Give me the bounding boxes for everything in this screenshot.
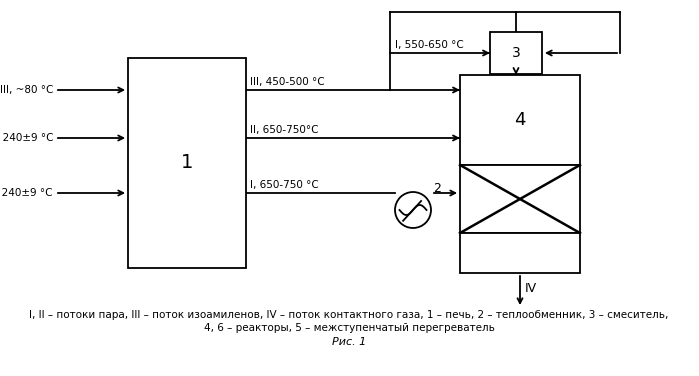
- Text: II, 650-750°C: II, 650-750°C: [250, 125, 319, 135]
- Text: IV: IV: [525, 282, 537, 294]
- Text: 2: 2: [433, 182, 441, 194]
- Text: II, 240±9 °C: II, 240±9 °C: [0, 133, 53, 143]
- Bar: [460, 233, 580, 273]
- Text: I, 240±9 °C: I, 240±9 °C: [0, 188, 53, 198]
- Text: 4, 6 – реакторы, 5 – межступенчатый перегреватель: 4, 6 – реакторы, 5 – межступенчатый пере…: [203, 323, 494, 333]
- Bar: [128, 58, 246, 268]
- Text: 4: 4: [514, 111, 526, 129]
- Text: III, ~80 °C: III, ~80 °C: [0, 85, 53, 95]
- Text: 1: 1: [181, 153, 193, 173]
- Text: III, 450-500 °C: III, 450-500 °C: [250, 77, 324, 87]
- Text: I, II – потоки пара, III – поток изоамиленов, IV – поток контактного газа, 1 – п: I, II – потоки пара, III – поток изоамил…: [29, 310, 669, 320]
- Bar: [460, 75, 580, 165]
- Text: Рис. 1: Рис. 1: [332, 337, 366, 347]
- Text: I, 650-750 °C: I, 650-750 °C: [250, 180, 319, 190]
- Bar: [460, 165, 580, 233]
- Bar: [490, 32, 542, 74]
- Text: I, 550-650 °C: I, 550-650 °C: [395, 40, 463, 50]
- Text: 3: 3: [512, 46, 520, 60]
